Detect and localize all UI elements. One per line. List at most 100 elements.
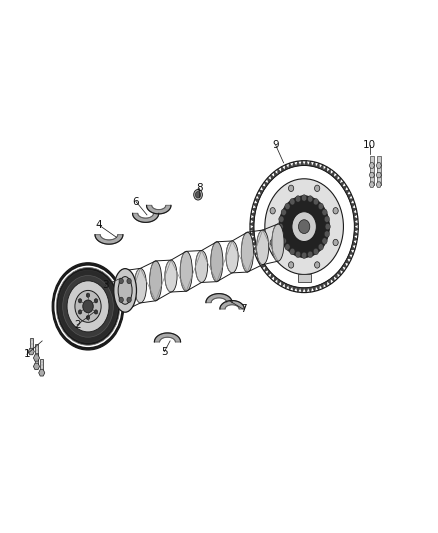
Polygon shape xyxy=(353,236,357,241)
Circle shape xyxy=(307,251,313,257)
Circle shape xyxy=(295,251,300,257)
Polygon shape xyxy=(278,279,281,284)
Circle shape xyxy=(333,239,338,246)
Text: 10: 10 xyxy=(363,140,376,150)
Polygon shape xyxy=(267,178,272,183)
Polygon shape xyxy=(323,167,327,172)
Polygon shape xyxy=(274,276,278,281)
Polygon shape xyxy=(253,203,258,208)
Polygon shape xyxy=(220,301,244,309)
Polygon shape xyxy=(343,185,347,191)
Circle shape xyxy=(119,297,124,303)
Circle shape xyxy=(313,248,318,255)
Polygon shape xyxy=(334,273,338,279)
FancyBboxPatch shape xyxy=(370,156,374,165)
Ellipse shape xyxy=(226,241,238,273)
Polygon shape xyxy=(349,250,353,254)
Circle shape xyxy=(58,270,118,343)
Polygon shape xyxy=(337,178,341,183)
Circle shape xyxy=(314,185,320,191)
Circle shape xyxy=(281,209,286,215)
Polygon shape xyxy=(327,169,331,174)
Polygon shape xyxy=(350,246,355,250)
Polygon shape xyxy=(296,161,300,166)
Circle shape xyxy=(333,207,338,214)
Polygon shape xyxy=(252,208,256,212)
Polygon shape xyxy=(345,259,349,263)
Circle shape xyxy=(63,276,113,337)
Polygon shape xyxy=(251,217,254,222)
Ellipse shape xyxy=(118,277,132,304)
Polygon shape xyxy=(347,254,351,259)
Polygon shape xyxy=(250,222,254,227)
Circle shape xyxy=(195,191,201,198)
Polygon shape xyxy=(259,259,264,263)
Circle shape xyxy=(318,203,323,209)
FancyBboxPatch shape xyxy=(377,165,381,175)
Polygon shape xyxy=(264,182,268,187)
Circle shape xyxy=(285,244,290,250)
Circle shape xyxy=(119,278,124,284)
Polygon shape xyxy=(343,263,347,268)
Polygon shape xyxy=(257,194,261,199)
Polygon shape xyxy=(281,167,285,172)
Polygon shape xyxy=(259,190,264,195)
Polygon shape xyxy=(250,227,254,231)
Polygon shape xyxy=(270,273,275,279)
FancyBboxPatch shape xyxy=(35,344,38,358)
Polygon shape xyxy=(308,287,312,292)
Polygon shape xyxy=(252,241,256,246)
Polygon shape xyxy=(320,165,323,170)
Polygon shape xyxy=(293,162,296,167)
Polygon shape xyxy=(345,190,349,195)
Ellipse shape xyxy=(272,224,284,261)
Polygon shape xyxy=(334,175,338,180)
Circle shape xyxy=(279,216,284,222)
Polygon shape xyxy=(261,185,266,191)
Circle shape xyxy=(324,216,329,222)
Polygon shape xyxy=(264,266,268,272)
Circle shape xyxy=(325,223,330,230)
Polygon shape xyxy=(316,285,320,290)
Circle shape xyxy=(52,263,124,350)
Polygon shape xyxy=(323,281,327,287)
Circle shape xyxy=(313,199,318,205)
FancyBboxPatch shape xyxy=(370,175,374,184)
Polygon shape xyxy=(300,161,304,166)
Circle shape xyxy=(278,223,283,230)
Circle shape xyxy=(290,248,295,255)
FancyBboxPatch shape xyxy=(377,175,381,184)
Text: 8: 8 xyxy=(196,183,203,193)
Text: 6: 6 xyxy=(133,197,139,207)
Circle shape xyxy=(279,196,329,257)
Text: 5: 5 xyxy=(161,346,168,357)
Ellipse shape xyxy=(165,260,177,292)
Polygon shape xyxy=(267,270,272,275)
Polygon shape xyxy=(281,281,285,287)
Circle shape xyxy=(265,179,343,274)
Polygon shape xyxy=(320,283,323,288)
Circle shape xyxy=(307,196,313,202)
Polygon shape xyxy=(95,235,123,244)
Circle shape xyxy=(322,209,327,215)
Circle shape xyxy=(127,278,131,284)
Circle shape xyxy=(289,262,294,268)
Polygon shape xyxy=(285,283,289,288)
FancyBboxPatch shape xyxy=(35,353,38,367)
Polygon shape xyxy=(352,241,356,246)
Circle shape xyxy=(314,262,320,268)
Circle shape xyxy=(295,196,300,202)
Polygon shape xyxy=(278,169,281,174)
Polygon shape xyxy=(354,222,358,227)
Polygon shape xyxy=(353,212,357,217)
Ellipse shape xyxy=(150,261,162,301)
Circle shape xyxy=(290,199,295,205)
Polygon shape xyxy=(308,161,312,166)
Text: 7: 7 xyxy=(240,304,246,314)
Ellipse shape xyxy=(119,270,131,310)
Polygon shape xyxy=(304,288,308,293)
Text: 1: 1 xyxy=(24,349,30,359)
Ellipse shape xyxy=(180,252,192,291)
Circle shape xyxy=(78,310,82,314)
Circle shape xyxy=(127,297,131,303)
